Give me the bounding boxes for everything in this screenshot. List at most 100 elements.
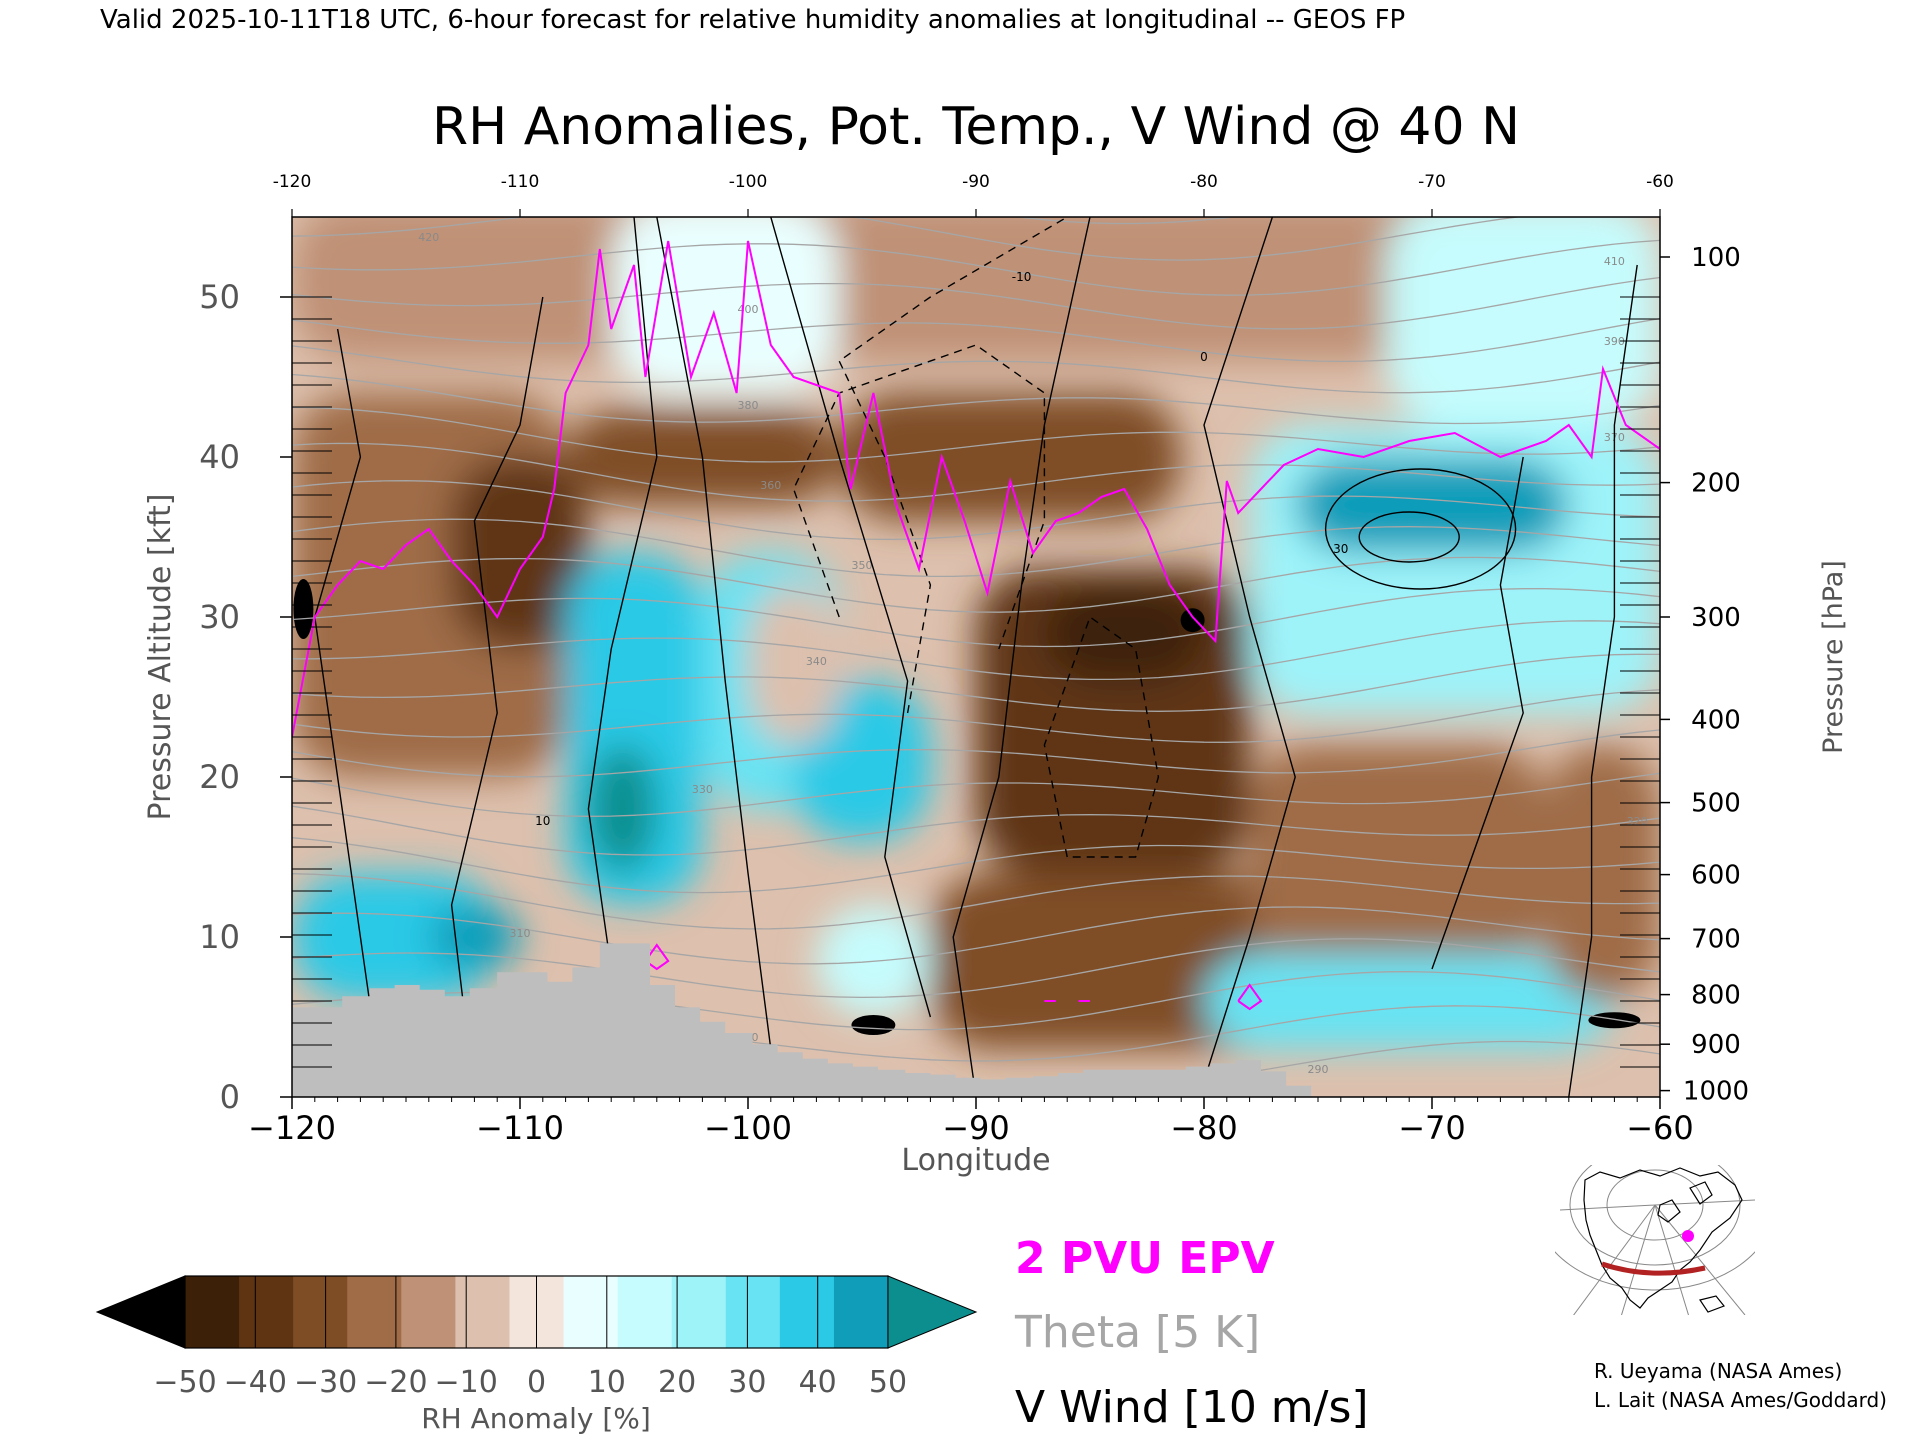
theta-label: 400 — [738, 303, 759, 316]
pressure-tick-label: 200 — [1691, 469, 1741, 499]
legend-theta: Theta [5 K] — [1014, 1307, 1260, 1358]
wind-contour — [1358, 511, 1460, 563]
x-tick-label: −70 — [1398, 1109, 1466, 1147]
pressure-tick-label: 700 — [1691, 925, 1741, 955]
x-tick-label-top: -120 — [273, 172, 312, 192]
x-tick-label-top: -90 — [962, 172, 990, 192]
wind-contour — [1568, 264, 1638, 1097]
colorbar-tick-label: −40 — [224, 1365, 287, 1400]
x-tick-label-top: -100 — [729, 172, 768, 192]
theta-label: 390 — [1604, 335, 1625, 348]
pressure-tick-label: 600 — [1691, 861, 1741, 891]
y-tick-label: 30 — [199, 598, 240, 636]
theta-label: 320 — [1627, 815, 1648, 828]
x-tick-label: −80 — [1170, 1109, 1238, 1147]
wind-contour-negative — [838, 217, 1068, 714]
colorbar-swatch — [455, 1276, 511, 1348]
theta-label: 310 — [510, 927, 531, 940]
pressure-tick-label: 800 — [1691, 981, 1741, 1011]
y-tick-label: 10 — [199, 918, 240, 956]
x-tick-label-top: -60 — [1646, 172, 1674, 192]
legend-epv: 2 PVU EPV — [1015, 1233, 1275, 1284]
colorbar-over-arrow — [887, 1275, 978, 1349]
x-tick-label-top: -70 — [1418, 172, 1446, 192]
x-tick-label-top: -110 — [501, 172, 540, 192]
colorbar-swatch — [293, 1276, 348, 1348]
axes: −120-120−110-110−100-100−90-90−80-80−70-… — [199, 172, 1749, 1147]
colorbar-tick-label: 40 — [799, 1365, 837, 1400]
valid-time-line: Valid 2025-10-11T18 UTC, 6-hour forecast… — [100, 5, 1405, 35]
rh-anomaly-field — [292, 217, 1660, 1097]
pressure-tick-label: 500 — [1691, 789, 1741, 819]
y-tick-label: 0 — [220, 1078, 240, 1116]
colorbar-tick-label: −50 — [153, 1365, 216, 1400]
y-axis-label-left: Pressure Altitude [kft] — [143, 494, 178, 821]
colorbar-tick-label: −10 — [435, 1365, 498, 1400]
x-tick-label: −90 — [942, 1109, 1010, 1147]
theta-label: 360 — [760, 479, 781, 492]
colorbar-under-arrow — [95, 1275, 186, 1349]
wind-label: 0 — [1200, 350, 1208, 364]
pressure-tick-label: 1000 — [1683, 1077, 1749, 1107]
theta-label: 290 — [1308, 1063, 1329, 1076]
colorbar-tick-label: 0 — [527, 1365, 546, 1400]
x-axis-label: Longitude — [901, 1143, 1050, 1178]
terrain — [292, 943, 1334, 1097]
colorbar-swatch — [347, 1276, 402, 1348]
x-tick-label: −110 — [476, 1109, 564, 1147]
y-tick-label: 50 — [199, 278, 240, 316]
y-axis-label-right: Pressure [hPa] — [1818, 560, 1849, 754]
wind-contour — [770, 217, 932, 1018]
theta-label: 380 — [738, 399, 759, 412]
colorbar-swatch — [239, 1276, 294, 1348]
colorbar-tick-label: 10 — [588, 1365, 626, 1400]
minimap-latitude-band — [1601, 1261, 1706, 1276]
colorbar-swatch — [779, 1276, 835, 1348]
colorbar-swatch — [617, 1276, 673, 1348]
x-tick-label: −100 — [704, 1109, 792, 1147]
colorbar-swatch — [185, 1276, 240, 1348]
credit-line-2: L. Lait (NASA Ames/Goddard) — [1594, 1388, 1887, 1412]
wind-contour — [1324, 468, 1517, 590]
minimap-location-dot — [1682, 1230, 1694, 1242]
pressure-tick-label: 300 — [1691, 603, 1741, 633]
x-tick-label: −60 — [1626, 1109, 1694, 1147]
wind-label: 30 — [1333, 542, 1348, 556]
colorbar-swatch — [401, 1276, 456, 1348]
colorbar-tick-label: −20 — [364, 1365, 427, 1400]
colorbar-swatch — [833, 1276, 889, 1348]
minimap-coastlines — [1583, 1167, 1743, 1313]
wind-contour — [587, 217, 658, 970]
theta-label: 410 — [1604, 255, 1625, 268]
theta-label: 330 — [692, 783, 713, 796]
theta-label: 420 — [418, 231, 439, 244]
epv-line — [292, 240, 1660, 738]
wind-contour — [314, 328, 384, 1097]
wind-contour — [1431, 456, 1524, 970]
credit-line-1: R. Ueyama (NASA Ames) — [1594, 1359, 1842, 1383]
y-tick-label: 20 — [199, 758, 240, 796]
pressure-tick-label: 400 — [1691, 705, 1741, 735]
minimap-graticule — [1555, 1165, 1755, 1315]
chart-title: RH Anomalies, Pot. Temp., V Wind @ 40 N — [432, 97, 1520, 157]
theta-label: 350 — [852, 559, 873, 572]
wind-contour — [1203, 217, 1296, 1082]
colorbar-swatch — [563, 1276, 619, 1348]
pressure-tick-label: 100 — [1691, 243, 1741, 273]
epv-fragment — [1237, 983, 1263, 1011]
wind-contour-negative — [1043, 615, 1160, 858]
wind-contour — [656, 217, 772, 1050]
terrain-mask — [292, 943, 1334, 1097]
x-tick-label-top: -80 — [1190, 172, 1218, 192]
v-wind-contours: -10 0 10 30 — [314, 217, 1638, 1097]
colorbar-label: RH Anomaly [%] — [421, 1402, 651, 1435]
x-tick-label: −120 — [248, 1109, 336, 1147]
y-tick-label: 40 — [199, 438, 240, 476]
pressure-tick-label: 900 — [1691, 1030, 1741, 1060]
location-minimap — [1555, 1165, 1755, 1315]
epv-fragment — [644, 943, 670, 971]
wind-contour — [952, 217, 1091, 1097]
colorbar-swatch — [725, 1276, 781, 1348]
wind-label: -10 — [1012, 270, 1032, 284]
